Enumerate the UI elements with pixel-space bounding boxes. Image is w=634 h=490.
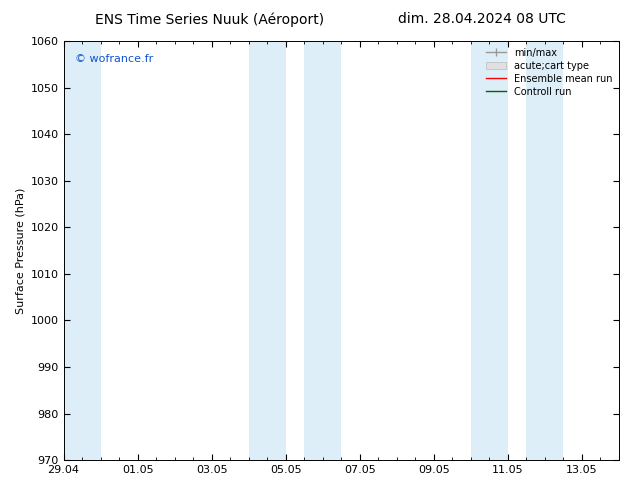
- Bar: [304, 41, 341, 460]
- Bar: [471, 41, 508, 460]
- Bar: [526, 41, 564, 460]
- Text: © wofrance.fr: © wofrance.fr: [75, 53, 153, 64]
- Text: ENS Time Series Nuuk (Aéroport): ENS Time Series Nuuk (Aéroport): [94, 12, 324, 27]
- Bar: [63, 41, 101, 460]
- Bar: [249, 41, 286, 460]
- Legend: min/max, acute;cart type, Ensemble mean run, Controll run: min/max, acute;cart type, Ensemble mean …: [482, 44, 616, 100]
- Y-axis label: Surface Pressure (hPa): Surface Pressure (hPa): [15, 187, 25, 314]
- Text: dim. 28.04.2024 08 UTC: dim. 28.04.2024 08 UTC: [398, 12, 566, 26]
